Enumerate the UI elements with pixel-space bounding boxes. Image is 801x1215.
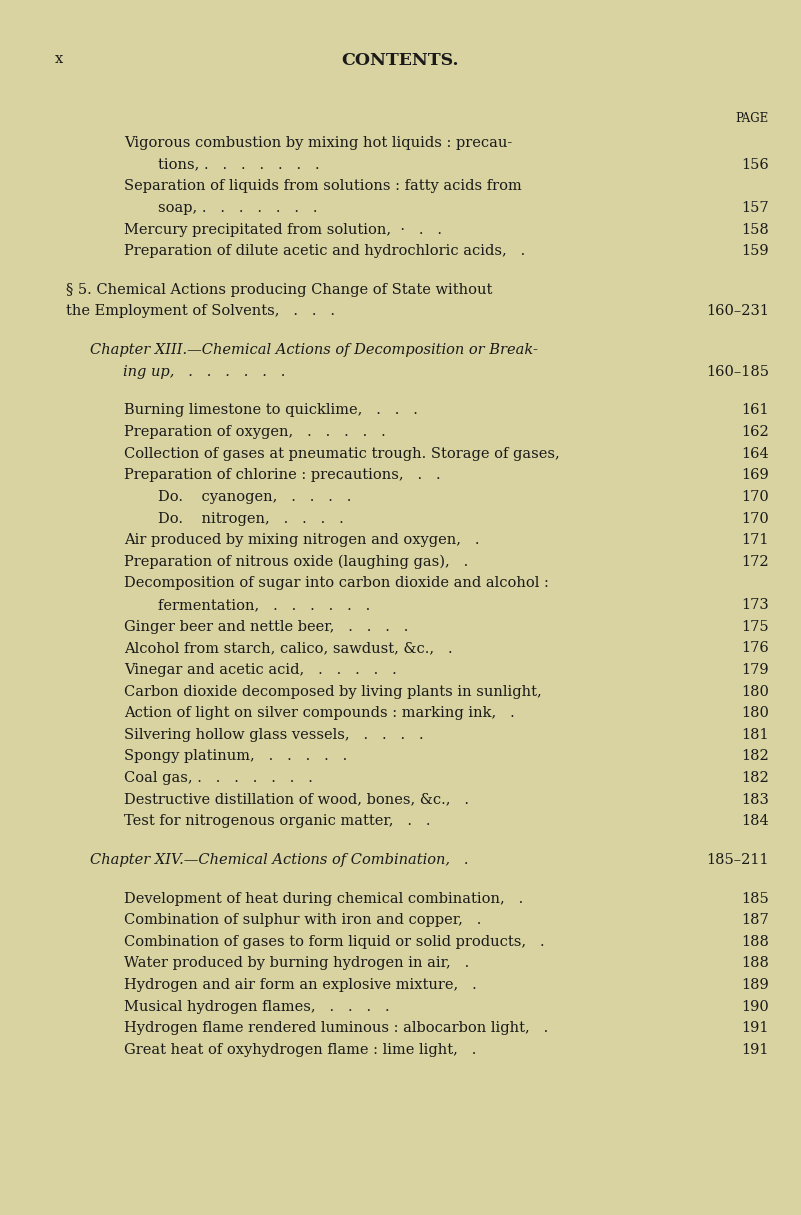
Text: tions, .   .   .   .   .   .   .: tions, . . . . . . . [158, 158, 320, 171]
Text: 185–211: 185–211 [706, 853, 769, 868]
Text: 157: 157 [742, 200, 769, 215]
Text: PAGE: PAGE [735, 112, 769, 125]
Text: Destructive distillation of wood, bones, &c.,   .: Destructive distillation of wood, bones,… [124, 792, 469, 807]
Text: Vinegar and acetic acid,   .   .   .   .   .: Vinegar and acetic acid, . . . . . [124, 663, 397, 677]
Text: 182: 182 [741, 772, 769, 785]
Text: Test for nitrogenous organic matter,   .   .: Test for nitrogenous organic matter, . . [124, 814, 431, 829]
Text: Chapter XIV.—Chemical Actions of Combination,   .: Chapter XIV.—Chemical Actions of Combina… [90, 853, 469, 868]
Text: 171: 171 [742, 533, 769, 547]
Text: Development of heat during chemical combination,   .: Development of heat during chemical comb… [124, 892, 523, 905]
Text: 164: 164 [741, 447, 769, 460]
Text: Combination of sulphur with iron and copper,   .: Combination of sulphur with iron and cop… [124, 914, 481, 927]
Text: Silvering hollow glass vessels,   .   .   .   .: Silvering hollow glass vessels, . . . . [124, 728, 424, 742]
Text: 160–231: 160–231 [706, 305, 769, 318]
Text: 169: 169 [741, 468, 769, 482]
Text: 179: 179 [742, 663, 769, 677]
Text: Hydrogen flame rendered luminous : albocarbon light,   .: Hydrogen flame rendered luminous : alboc… [124, 1022, 549, 1035]
Text: 176: 176 [741, 642, 769, 655]
Text: 160–185: 160–185 [706, 364, 769, 379]
Text: Combination of gases to form liquid or solid products,   .: Combination of gases to form liquid or s… [124, 934, 545, 949]
Text: 191: 191 [742, 1022, 769, 1035]
Text: x: x [54, 52, 62, 67]
Text: the Employment of Solvents,   .   .   .: the Employment of Solvents, . . . [66, 305, 335, 318]
Text: Air produced by mixing nitrogen and oxygen,   .: Air produced by mixing nitrogen and oxyg… [124, 533, 480, 547]
Text: 162: 162 [741, 425, 769, 439]
Text: 189: 189 [741, 978, 769, 993]
Text: CONTENTS.: CONTENTS. [342, 52, 459, 69]
Text: 175: 175 [742, 620, 769, 634]
Text: Vigorous combustion by mixing hot liquids : precau-: Vigorous combustion by mixing hot liquid… [124, 136, 513, 151]
Text: 170: 170 [741, 512, 769, 526]
Text: 188: 188 [741, 956, 769, 971]
Text: 188: 188 [741, 934, 769, 949]
Text: Ginger beer and nettle beer,   .   .   .   .: Ginger beer and nettle beer, . . . . [124, 620, 409, 634]
Text: Carbon dioxide decomposed by living plants in sunlight,: Carbon dioxide decomposed by living plan… [124, 684, 542, 699]
Text: 161: 161 [742, 403, 769, 418]
Text: 156: 156 [741, 158, 769, 171]
Text: Do.    cyanogen,   .   .   .   .: Do. cyanogen, . . . . [158, 490, 351, 504]
Text: 185: 185 [741, 892, 769, 905]
Text: soap, .   .   .   .   .   .   .: soap, . . . . . . . [158, 200, 317, 215]
Text: 180: 180 [741, 706, 769, 720]
Text: Spongy platinum,   .   .   .   .   .: Spongy platinum, . . . . . [124, 750, 348, 763]
Text: Great heat of oxyhydrogen flame : lime light,   .: Great heat of oxyhydrogen flame : lime l… [124, 1042, 477, 1057]
Text: Action of light on silver compounds : marking ink,   .: Action of light on silver compounds : ma… [124, 706, 515, 720]
Text: 184: 184 [741, 814, 769, 829]
Text: Preparation of nitrous oxide (laughing gas),   .: Preparation of nitrous oxide (laughing g… [124, 555, 469, 569]
Text: Collection of gases at pneumatic trough. Storage of gases,: Collection of gases at pneumatic trough.… [124, 447, 560, 460]
Text: Preparation of chlorine : precautions,   .   .: Preparation of chlorine : precautions, .… [124, 468, 441, 482]
Text: 159: 159 [742, 244, 769, 259]
Text: fermentation,   .   .   .   .   .   .: fermentation, . . . . . . [158, 598, 370, 612]
Text: Mercury precipitated from solution,  ·   .   .: Mercury precipitated from solution, · . … [124, 222, 442, 237]
Text: Chapter XIII.—Chemical Actions of Decomposition or Break-: Chapter XIII.—Chemical Actions of Decomp… [90, 343, 537, 357]
Text: § 5. Chemical Actions producing Change of State without: § 5. Chemical Actions producing Change o… [66, 283, 492, 296]
Text: Decomposition of sugar into carbon dioxide and alcohol :: Decomposition of sugar into carbon dioxi… [124, 576, 549, 590]
Text: ing up,   .   .   .   .   .   .: ing up, . . . . . . [123, 364, 286, 379]
Text: 173: 173 [741, 598, 769, 612]
Text: 170: 170 [741, 490, 769, 504]
Text: 180: 180 [741, 684, 769, 699]
Text: 181: 181 [742, 728, 769, 742]
Text: Hydrogen and air form an explosive mixture,   .: Hydrogen and air form an explosive mixtu… [124, 978, 477, 993]
Text: Do.    nitrogen,   .   .   .   .: Do. nitrogen, . . . . [158, 512, 344, 526]
Text: Musical hydrogen flames,   .   .   .   .: Musical hydrogen flames, . . . . [124, 1000, 390, 1013]
Text: Coal gas, .   .   .   .   .   .   .: Coal gas, . . . . . . . [124, 772, 313, 785]
Text: Water produced by burning hydrogen in air,   .: Water produced by burning hydrogen in ai… [124, 956, 469, 971]
Text: 190: 190 [741, 1000, 769, 1013]
Text: Separation of liquids from solutions : fatty acids from: Separation of liquids from solutions : f… [124, 180, 522, 193]
Text: 172: 172 [742, 555, 769, 569]
Text: Alcohol from starch, calico, sawdust, &c.,   .: Alcohol from starch, calico, sawdust, &c… [124, 642, 453, 655]
Text: Preparation of dilute acetic and hydrochloric acids,   .: Preparation of dilute acetic and hydroch… [124, 244, 525, 259]
Text: 182: 182 [741, 750, 769, 763]
Text: 191: 191 [742, 1042, 769, 1057]
Text: Preparation of oxygen,   .   .   .   .   .: Preparation of oxygen, . . . . . [124, 425, 386, 439]
Text: 183: 183 [741, 792, 769, 807]
Text: 158: 158 [741, 222, 769, 237]
Text: 187: 187 [741, 914, 769, 927]
Text: Burning limestone to quicklime,   .   .   .: Burning limestone to quicklime, . . . [124, 403, 418, 418]
